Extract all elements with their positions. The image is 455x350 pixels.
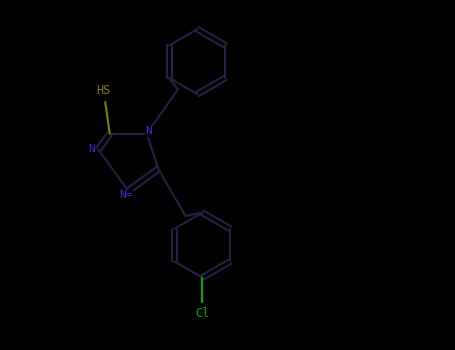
Text: N: N xyxy=(88,145,95,154)
Text: N=: N= xyxy=(119,190,133,200)
Text: N: N xyxy=(146,126,152,136)
Text: Cl: Cl xyxy=(195,307,209,320)
Text: HS: HS xyxy=(96,84,110,97)
